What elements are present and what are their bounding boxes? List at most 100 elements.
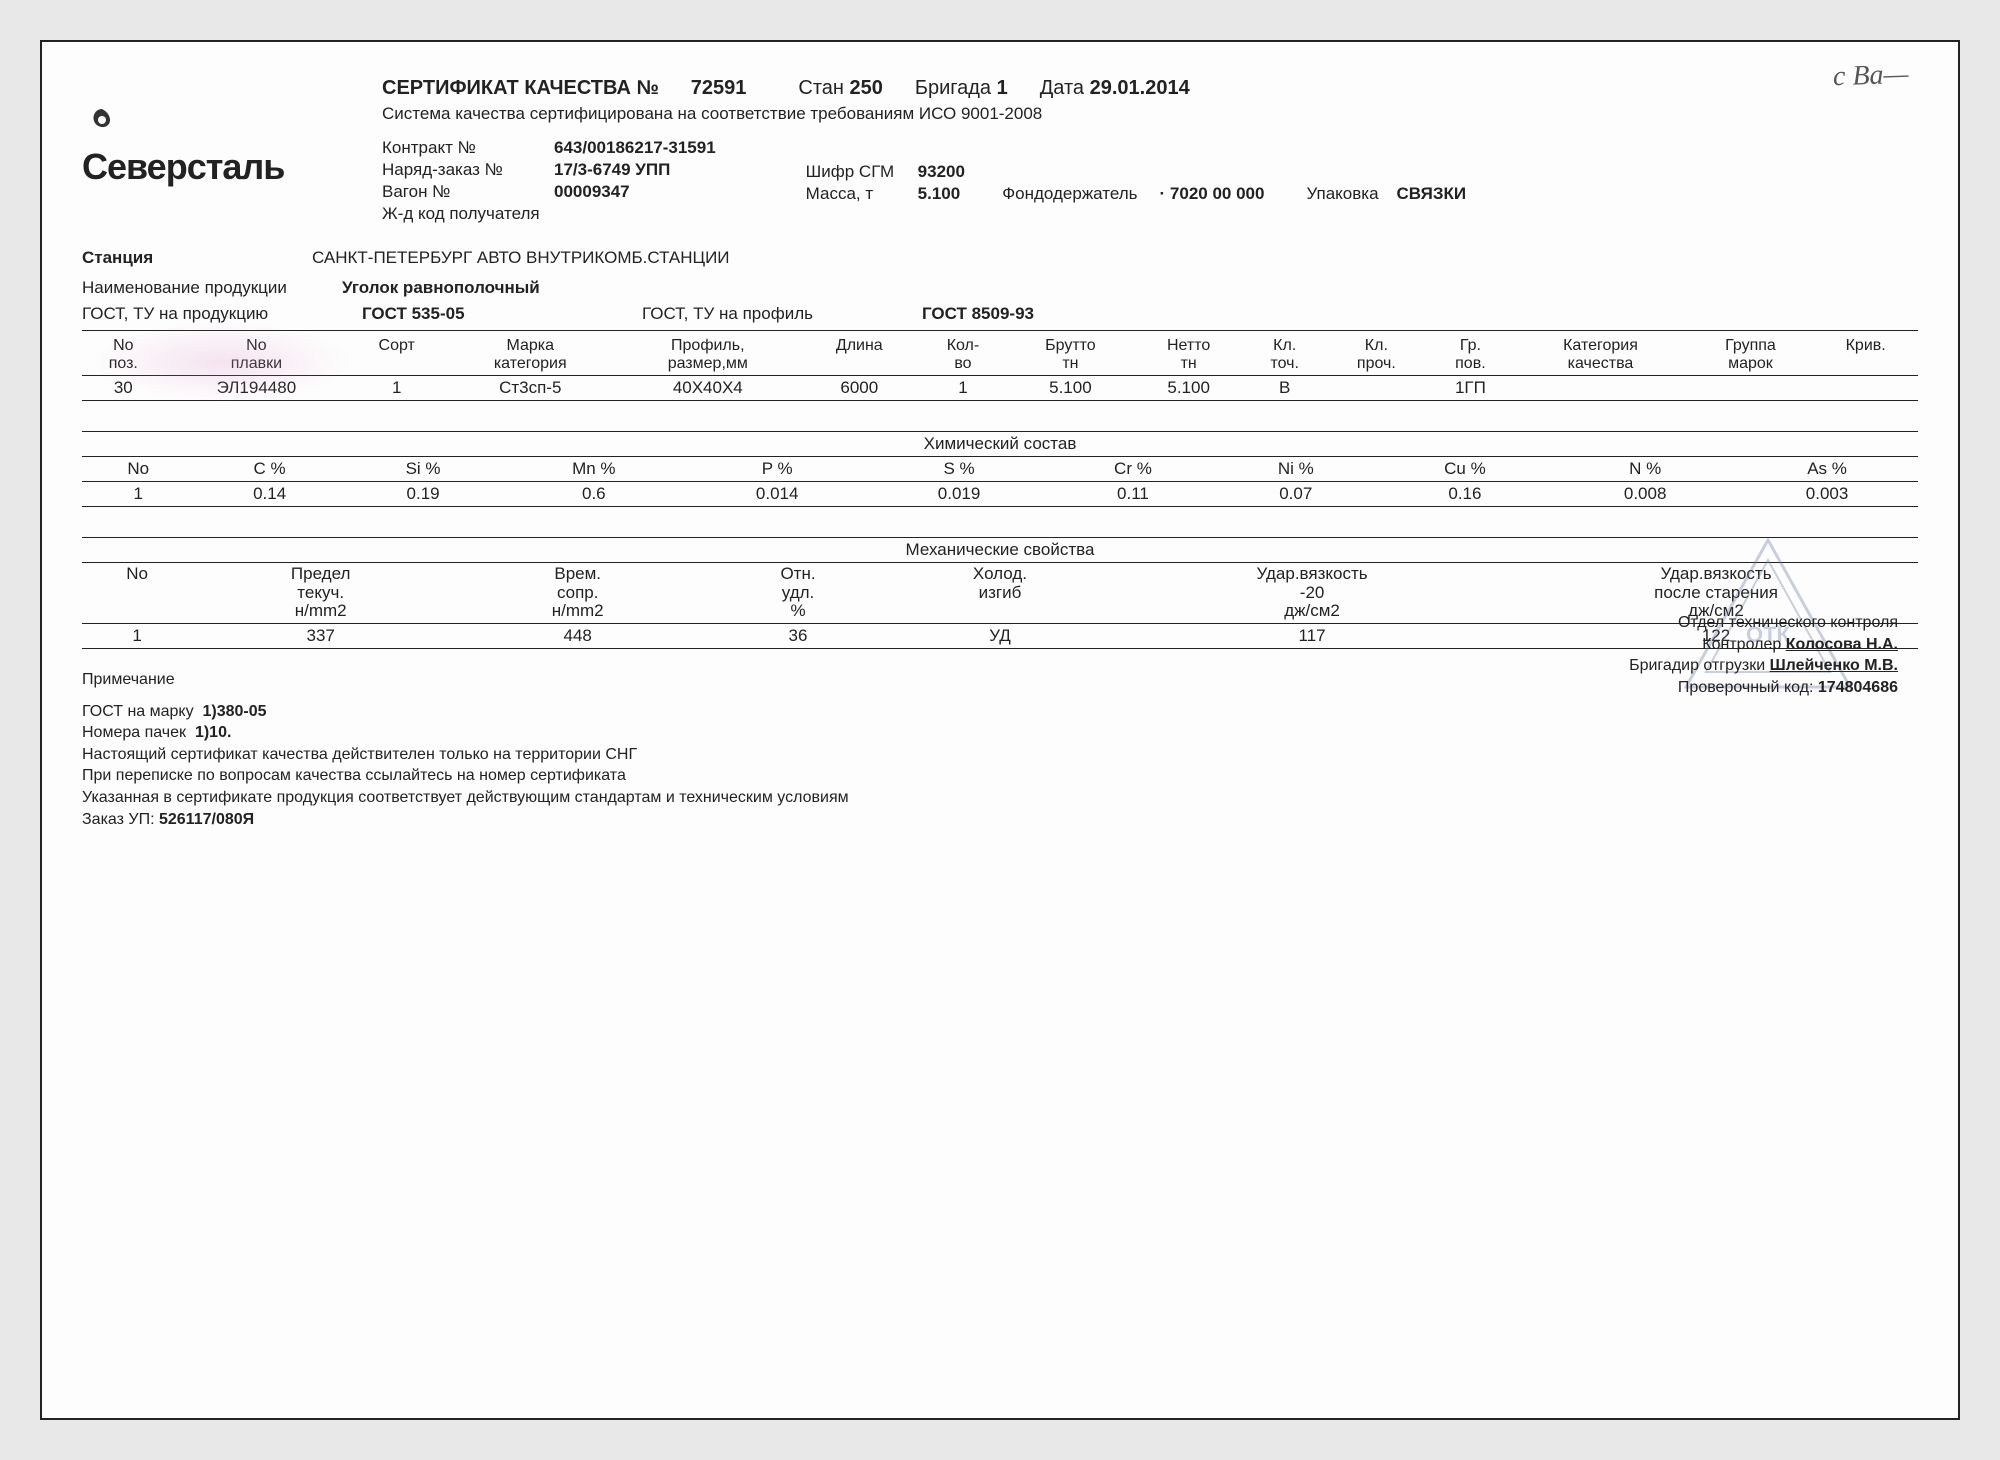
controller-label: Контролер [1702, 636, 1781, 653]
cell: 0.6 [501, 482, 686, 507]
cell: 0.14 [194, 482, 344, 507]
product-row: Наименование продукции Уголок равнополоч… [82, 278, 1918, 298]
col-header: Профиль,размер,мм [615, 335, 800, 376]
cell: 1ГП [1427, 376, 1513, 401]
cell: 0.19 [345, 482, 502, 507]
col-header: Неттотн [1133, 335, 1244, 376]
shipment-column: Шифр СГМ93200 Масса, т5.100 Фондодержате… [806, 138, 1466, 204]
contract-value: 643/00186217-31591 [554, 138, 716, 158]
header-block: Северсталь СЕРТИФИКАТ КАЧЕСТВА № 72591 С… [82, 77, 1918, 224]
cell: 0.003 [1736, 482, 1918, 507]
mech-section-title: Механические свойства [82, 537, 1918, 563]
col-header: Гр.пов. [1427, 335, 1513, 376]
gost-mark-label: ГОСТ на марку [82, 703, 194, 720]
cell [1813, 376, 1918, 401]
handwritten-note: c Ba— [1832, 59, 1909, 94]
col-header: Si % [345, 457, 502, 482]
cell: 6000 [800, 376, 918, 401]
pack-value: СВЯЗКИ [1397, 184, 1467, 204]
iso-subtitle: Система качества сертифицирована на соот… [382, 104, 1918, 124]
brigadir-name: Шлейченко М.В. [1770, 657, 1898, 674]
packs-value: 1)10. [195, 724, 231, 741]
cell: 1 [82, 624, 192, 649]
cert-title-label: СЕРТИФИКАТ КАЧЕСТВА № [382, 77, 659, 100]
cell: 337 [192, 624, 449, 649]
mass-value: 5.100 [918, 184, 961, 204]
cell: 448 [449, 624, 706, 649]
controller-name: Колосова Н.А. [1786, 636, 1898, 653]
cell: 36 [706, 624, 890, 649]
chem-section-title: Химический состав [82, 431, 1918, 457]
contract-label: Контракт № [382, 138, 542, 158]
cell: 5.100 [1008, 376, 1134, 401]
gost-prod-label: ГОСТ, ТУ на продукцию [82, 304, 302, 324]
cell: 0.014 [686, 482, 868, 507]
company-logo-text: Северсталь [82, 146, 284, 187]
col-header: Удар.вязкость-20дж/см2 [1110, 563, 1514, 624]
logo-icon [88, 107, 116, 140]
col-header: P % [686, 457, 868, 482]
note-line-1: Настоящий сертификат качества действител… [82, 744, 1918, 766]
wagon-value: 00009347 [554, 182, 630, 202]
cell: УД [890, 624, 1110, 649]
col-header: Врем.сопр.н/mm2 [449, 563, 706, 624]
cell: 1 [918, 376, 1007, 401]
col-header: Mn % [501, 457, 686, 482]
pack-label: Упаковка [1306, 184, 1378, 204]
col-header: Кл.проч. [1325, 335, 1427, 376]
shifr-label: Шифр СГМ [806, 162, 906, 182]
chemical-table: NoC %Si %Mn %P %S %Cr %Ni %Cu %N %As % 1… [82, 457, 1918, 507]
station-value: САНКТ-ПЕТЕРБУРГ АВТО ВНУТРИКОМБ.СТАНЦИИ [312, 248, 730, 268]
col-header: Длина [800, 335, 918, 376]
cell: Ст3сп-5 [445, 376, 615, 401]
col-header: Noплавки [165, 335, 349, 376]
order-code-value: 526117/080Я [159, 811, 254, 828]
dept-label: Отдел технического контроля [1629, 612, 1898, 634]
note-line-3: Указанная в сертификате продукция соотве… [82, 787, 1918, 809]
contract-column: Контракт № 643/00186217-31591 Наряд-заказ… [382, 138, 716, 224]
cell: 0.008 [1554, 482, 1736, 507]
col-header: N % [1554, 457, 1736, 482]
col-header: Группамарок [1688, 335, 1814, 376]
gost-row: ГОСТ, ТУ на продукцию ГОСТ 535-05 ГОСТ, … [82, 304, 1918, 331]
col-header: Ni % [1216, 457, 1376, 482]
date-value: 29.01.2014 [1090, 77, 1190, 99]
cell: 30 [82, 376, 165, 401]
brigada-label: Бригада [915, 77, 991, 99]
col-header: Бруттотн [1008, 335, 1134, 376]
col-header: Noпоз. [82, 335, 165, 376]
station-label: Станция [82, 248, 282, 268]
positions-table: Noпоз.NoплавкиСортМаркакатегорияПрофиль,… [82, 335, 1918, 401]
check-code-label: Проверочный код: [1678, 679, 1814, 696]
col-header: S % [868, 457, 1050, 482]
col-header: Маркакатегория [445, 335, 615, 376]
wagon-label: Вагон № [382, 182, 542, 202]
cell: 0.11 [1050, 482, 1216, 507]
cell [1513, 376, 1687, 401]
gost-prof-label: ГОСТ, ТУ на профиль [642, 304, 862, 324]
mass-label: Масса, т [806, 184, 906, 204]
cell [1325, 376, 1427, 401]
cell: ЭЛ194480 [165, 376, 349, 401]
order-label: Наряд-заказ № [382, 160, 542, 180]
gost-mark-value: 1)380-05 [203, 703, 267, 720]
col-header: No [82, 457, 194, 482]
col-header: As % [1736, 457, 1918, 482]
railcode-label: Ж-д код получателя [382, 204, 542, 224]
date-label: Дата [1040, 77, 1084, 99]
fond-label: Фондодержатель [1002, 184, 1137, 204]
station-row: Станция САНКТ-ПЕТЕРБУРГ АВТО ВНУТРИКОМБ.… [82, 248, 1918, 268]
cell: 117 [1110, 624, 1514, 649]
certificate-page: c Ba— Северсталь СЕРТИФИКАТ КАЧЕСТВА № 7… [40, 40, 1960, 1420]
signatures-block: Отдел технического контроля Контролер Ко… [1629, 612, 1898, 698]
col-header: Cr % [1050, 457, 1216, 482]
cell: 1 [348, 376, 445, 401]
cert-number: 72591 [691, 77, 747, 100]
col-header: C % [194, 457, 344, 482]
stan-label: Стан [798, 77, 844, 99]
col-header: Категориякачества [1513, 335, 1687, 376]
cell: 0.019 [868, 482, 1050, 507]
brigadir-label: Бригадир отгрузки [1629, 657, 1765, 674]
gost-prod-value: ГОСТ 535-05 [362, 304, 582, 324]
check-code-value: 174804686 [1818, 679, 1898, 696]
